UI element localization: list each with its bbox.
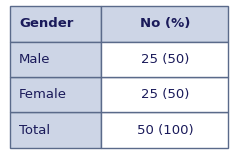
Bar [10,112,101,148]
Bar [101,42,228,77]
Bar [10,42,101,77]
Bar [10,6,101,42]
Text: 25 (50): 25 (50) [141,53,189,66]
Text: Gender: Gender [19,17,73,30]
Text: Male: Male [19,53,50,66]
Text: 50 (100): 50 (100) [137,124,193,137]
Bar [101,112,228,148]
Bar [101,77,228,112]
Text: Female: Female [19,88,67,101]
Bar [101,6,228,42]
Text: No (%): No (%) [140,17,190,30]
Bar [10,77,101,112]
Text: Total: Total [19,124,50,137]
Text: 25 (50): 25 (50) [141,88,189,101]
